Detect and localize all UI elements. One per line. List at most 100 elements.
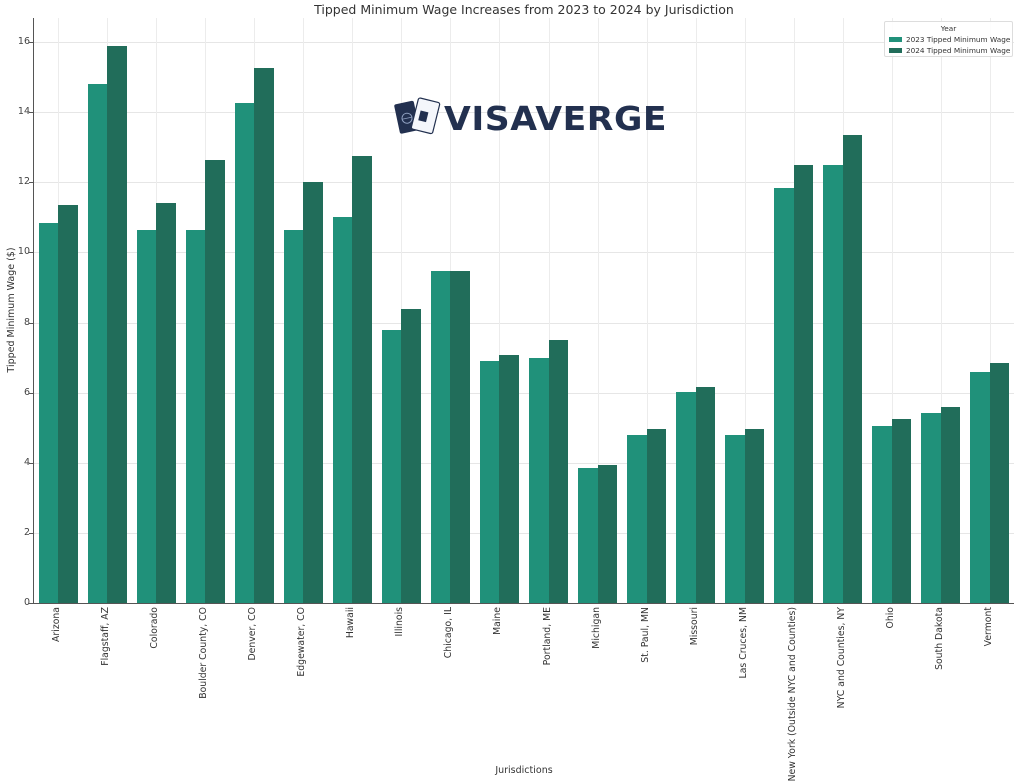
bar-2024 [401,308,421,603]
v-gridline [695,18,697,603]
h-gridline [33,112,1014,114]
x-tick-label: Illinois [394,607,406,637]
h-gridline [33,532,1014,534]
bar-2024 [156,203,176,603]
legend-label-2023: 2023 Tipped Minimum Wage [906,34,1011,44]
bar-2024 [646,429,667,603]
bar-2024 [891,418,912,603]
y-tick-mark [29,532,33,534]
x-tick-label: Edgewater, CO [296,607,308,677]
bar-2023 [136,230,157,603]
v-gridline [646,18,648,603]
bar-2024 [597,465,618,603]
bar-2024 [842,134,863,603]
plot-area [33,18,1014,604]
y-tick-label: 12 [17,176,30,188]
passport-icon [394,97,441,135]
y-tick-label: 4 [23,456,30,468]
x-tick-label: Flagstaff, AZ [100,607,112,666]
y-tick-mark [29,462,33,464]
bar-2023 [921,413,941,603]
bar-2024 [793,164,814,603]
h-gridline [33,42,1014,44]
y-tick-label: 2 [23,526,30,538]
x-tick-label: Michigan [590,607,602,649]
v-gridline [548,18,550,603]
y-tick-mark [29,392,33,394]
x-tick-label: NYC and Counties, NY [835,607,847,709]
y-tick-mark [29,322,33,324]
y-tick-mark [29,252,33,254]
bar-2024 [989,363,1010,603]
chart-title: Tipped Minimum Wage Increases from 2023 … [314,2,734,17]
x-tick-label: Missouri [688,607,700,646]
x-tick-label: New York (Outside NYC and Counties) [786,607,798,781]
v-gridline [499,18,501,603]
legend-swatch-2024 [889,47,902,53]
bar-2024 [107,45,127,603]
y-axis-label: Tipped Minimum Wage ($) [6,247,17,373]
visaverge-watermark: VISAVERGE [394,96,667,140]
bar-2023 [676,392,696,603]
legend-item-2024: 2024 Tipped Minimum Wage [889,45,1012,55]
v-gridline [940,18,942,603]
bar-2024 [695,387,716,603]
y-tick-label: 14 [17,106,30,118]
bar-2023 [381,329,402,603]
bar-2023 [479,361,500,603]
bar-2023 [872,425,892,603]
x-tick-label: Maine [492,607,504,635]
x-tick-label: Las Cruces, NM [737,607,749,679]
bar-2024 [254,67,274,603]
bar-2023 [38,222,58,603]
bar-2023 [578,468,598,603]
y-tick-label: 16 [17,36,30,48]
bar-2024 [548,340,568,603]
v-gridline [891,18,893,603]
bar-2024 [205,159,225,603]
x-tick-label: Colorado [149,607,161,649]
x-axis-line [33,603,1014,604]
x-tick-label: Denver, CO [247,607,259,661]
h-gridline [33,322,1014,324]
x-axis-label: Jurisdictions [495,765,553,776]
x-tick-label: Arizona [51,607,62,642]
v-gridline [989,18,991,603]
bar-2023 [774,187,794,603]
y-tick-mark [29,182,33,184]
bar-2024 [352,156,372,603]
legend-title: Year [940,24,957,33]
legend-swatch-2023 [889,36,902,42]
y-tick-mark [29,42,33,44]
y-tick-label: 6 [23,386,30,398]
bar-2023 [87,84,108,603]
h-gridline [33,252,1014,254]
legend-item-2023: 2023 Tipped Minimum Wage [889,34,1012,44]
bar-2023 [627,435,647,603]
y-tick-label: 0 [23,597,30,608]
y-tick-label: 8 [23,316,30,328]
x-tick-label: South Dakota [933,607,945,670]
bar-2024 [940,406,961,603]
bar-2024 [499,354,519,603]
bar-2023 [283,230,304,603]
bar-2023 [970,372,990,603]
y-tick-label: 10 [17,246,30,258]
bar-2023 [430,270,451,603]
legend-label-2024: 2024 Tipped Minimum Wage [906,45,1011,55]
x-tick-label: St. Paul, MN [639,607,651,663]
x-tick-label: Ohio [884,607,896,629]
h-gridline [33,392,1014,394]
bar-2024 [303,182,323,603]
v-gridline [597,18,599,603]
bar-2023 [185,230,206,603]
legend: Year 2023 Tipped Minimum Wage 2024 Tippe… [884,21,1013,57]
v-gridline [744,18,746,603]
bar-2023 [725,435,745,603]
bar-2023 [529,357,549,603]
h-gridline [33,462,1014,464]
bar-2023 [332,217,353,603]
x-tick-label: Hawaii [345,607,357,639]
y-tick-mark [29,603,33,604]
x-tick-label: Vermont [982,607,994,647]
